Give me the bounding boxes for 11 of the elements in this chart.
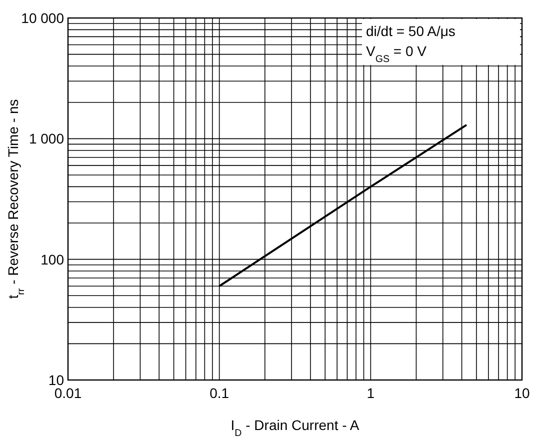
y-tick-label: 100: [40, 251, 64, 268]
annotation: di/dt = 50 A/μs: [366, 23, 456, 39]
x-tick-label: 1: [366, 385, 375, 401]
annotation: V$_{GS}$ = 0 V: [366, 43, 428, 64]
y-tick-label: 10: [48, 372, 64, 388]
x-tick-label: 10: [514, 385, 530, 401]
x-tick-label: 0.1: [210, 385, 230, 401]
x-tick-label: 0.01: [54, 385, 82, 401]
y-tick-label: 1 000: [28, 130, 64, 147]
x-axis-title: I$_{D}$ - Drain Current - A: [230, 417, 360, 438]
y-tick-label: 10 000: [21, 10, 64, 26]
